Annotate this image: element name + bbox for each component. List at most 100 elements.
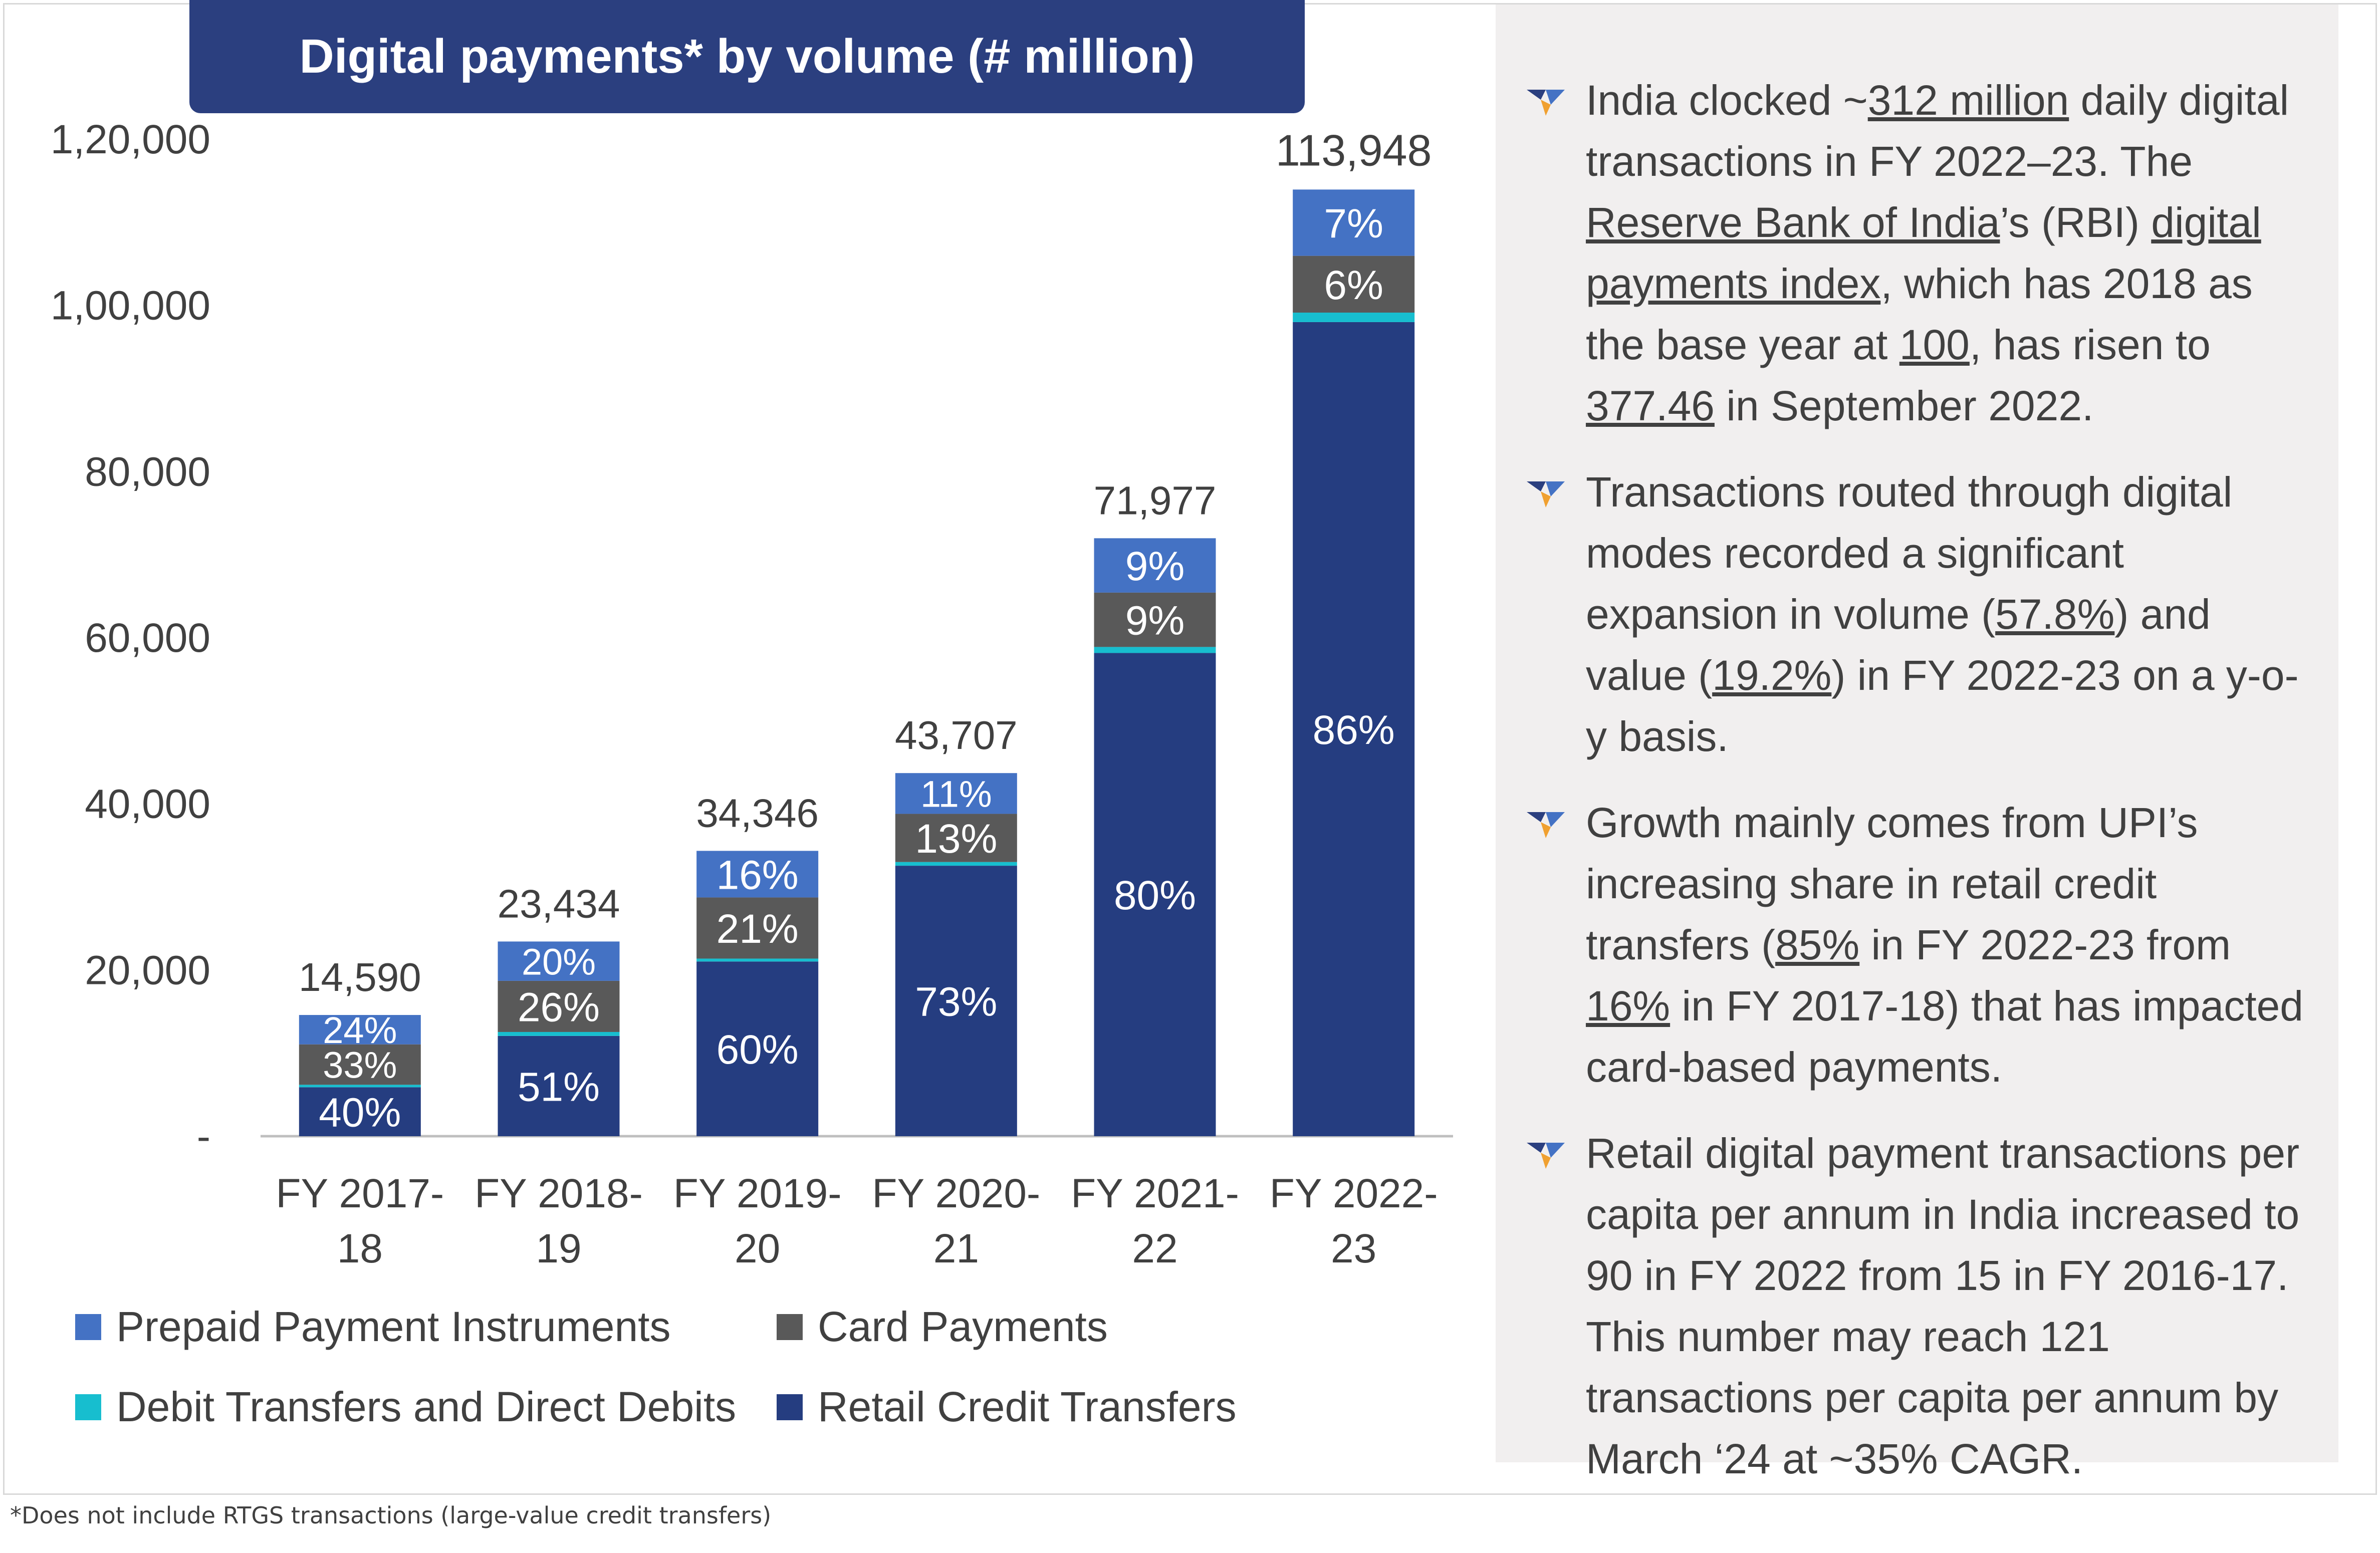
bar-segment-retail — [299, 1087, 421, 1136]
highlighted-figure: 57.8% — [1995, 591, 2115, 638]
y-tick-label: 60,000 — [85, 615, 210, 661]
x-tick-label: 23 — [1331, 1226, 1376, 1271]
data-label-retail: 86% — [1313, 707, 1395, 753]
x-tick-label: FY 2019- — [673, 1171, 842, 1216]
x-tick-label: FY 2022- — [1270, 1171, 1438, 1216]
chart-legend: Prepaid Payment Instruments Card Payment… — [75, 1303, 1328, 1443]
total-label: 34,346 — [696, 791, 819, 835]
legend-label-prepaid: Prepaid Payment Instruments — [116, 1303, 671, 1350]
footnote: *Does not include RTGS transactions (lar… — [10, 1502, 772, 1529]
data-label-retail: 60% — [717, 1027, 799, 1073]
bar-segment-debit — [498, 1031, 620, 1036]
legend-swatch-prepaid — [75, 1314, 101, 1340]
insight-text-run: , which has 2018 as the base year at — [1586, 260, 2253, 368]
bar-segment-card — [498, 980, 620, 1032]
legend-label-retail: Retail Credit Transfers — [818, 1383, 1237, 1430]
data-label-card: 6% — [1324, 263, 1383, 308]
bar-segment-prepaid — [498, 941, 620, 981]
insight-bullet: Retail digital payment transactions per … — [1526, 1123, 2308, 1489]
bar-segment-retail — [696, 961, 819, 1136]
highlighted-figure: 312 million — [1867, 77, 2069, 124]
bar-segment-retail — [895, 866, 1017, 1136]
bar-segment-card — [1293, 255, 1415, 313]
data-label-card: 33% — [323, 1045, 397, 1086]
data-label-card: 21% — [717, 906, 799, 952]
y-tick-label: 80,000 — [85, 449, 210, 494]
insight-bullet: Growth mainly comes from UPI’s increasin… — [1526, 792, 2308, 1098]
bar-segment-retail — [1293, 322, 1415, 1136]
x-tick-label: 19 — [536, 1226, 581, 1271]
bar-segment-prepaid — [299, 1015, 421, 1045]
total-label: 23,434 — [498, 881, 620, 926]
data-label-prepaid: 16% — [717, 852, 799, 898]
y-tick-label: 20,000 — [85, 947, 210, 993]
insight-text-run: , has risen to — [1969, 321, 2211, 368]
insight-text: Growth mainly comes from UPI’s increasin… — [1586, 792, 2308, 1098]
bar-segment-prepaid — [1094, 538, 1216, 593]
bullet-arrow-icon — [1526, 792, 1586, 853]
insights-panel: India clocked ~312 million daily digital… — [1496, 5, 2338, 1482]
bullet-arrow-icon — [1526, 461, 1586, 523]
chart-title: Digital payments* by volume (# million) — [299, 30, 1195, 83]
insight-text-run: Growth mainly comes from UPI’s increasin… — [1586, 799, 2198, 968]
insight-text-run: ) and value ( — [1586, 591, 2211, 699]
x-tick-label: 18 — [337, 1226, 383, 1271]
bar-segment-retail — [498, 1036, 620, 1136]
insight-text: Transactions routed through digital mode… — [1586, 461, 2308, 767]
bar-segment-card — [1094, 592, 1216, 647]
insight-text-run: in FY 2017-18) that has impacted card-ba… — [1586, 982, 2303, 1091]
legend-swatch-card — [777, 1314, 803, 1340]
x-tick-label: 21 — [933, 1226, 979, 1271]
y-tick-label: - — [197, 1114, 210, 1159]
x-tick-label: 22 — [1132, 1226, 1177, 1271]
total-label: 113,948 — [1276, 125, 1432, 175]
data-label-retail: 51% — [518, 1064, 600, 1110]
insight-text: India clocked ~312 million daily digital… — [1586, 70, 2308, 436]
stacked-bar-chart: - 20,000 40,000 60,000 80,000 1,00,000 1,20,00… — [51, 117, 1453, 1271]
insight-text-run: daily digital transactions in FY 2022–23… — [1586, 77, 2289, 185]
highlighted-figure: Reserve Bank of India — [1586, 199, 2000, 246]
legend-item-debit: Debit Transfers and Direct Debits — [75, 1383, 736, 1431]
bar-segment-debit — [1293, 313, 1415, 322]
bar-segment-card — [895, 814, 1017, 862]
highlighted-figure: digital payments index — [1586, 199, 2261, 307]
chart-title-banner: Digital payments* by volume (# million) — [189, 0, 1305, 113]
highlighted-figure: 19.2% — [1712, 652, 1832, 699]
data-label-prepaid: 11% — [920, 773, 992, 815]
data-label-retail: 80% — [1114, 873, 1196, 918]
bar-segment-prepaid — [696, 851, 819, 898]
data-label-retail: 40% — [319, 1090, 401, 1136]
bar-segment-prepaid — [1293, 189, 1415, 256]
x-tick-label: 20 — [735, 1226, 780, 1271]
bar-segment-debit — [299, 1085, 421, 1088]
legend-swatch-debit — [75, 1394, 101, 1420]
bullet-arrow-icon — [1526, 70, 1586, 131]
insight-bullet: Transactions routed through digital mode… — [1526, 461, 2308, 767]
insight-text: Retail digital payment transactions per … — [1586, 1123, 2308, 1489]
legend-label-card: Card Payments — [818, 1303, 1108, 1350]
insight-text-run: Transactions routed through digital mode… — [1586, 468, 2233, 638]
data-label-card: 26% — [518, 984, 600, 1030]
x-tick-label: FY 2021- — [1071, 1171, 1239, 1216]
highlighted-figure: 377.46 — [1586, 382, 1715, 429]
y-tick-label: 1,00,000 — [51, 283, 210, 329]
insight-text-run: Retail digital payment transactions per … — [1586, 1130, 2300, 1482]
legend-item-retail: Retail Credit Transfers — [777, 1383, 1237, 1431]
data-label-prepaid: 9% — [1125, 544, 1185, 589]
data-label-card: 13% — [915, 816, 997, 862]
insight-text-run: in September 2022. — [1714, 382, 2094, 429]
bar-segment-prepaid — [895, 773, 1017, 814]
x-tick-label: FY 2020- — [872, 1171, 1040, 1216]
total-label: 43,707 — [895, 713, 1018, 757]
y-tick-label: 1,20,000 — [51, 117, 210, 162]
data-label-retail: 73% — [915, 979, 997, 1025]
highlighted-figure: 16% — [1586, 982, 1671, 1029]
bar-segment-card — [696, 897, 819, 959]
total-label: 71,977 — [1094, 478, 1217, 523]
bar-segment-card — [299, 1044, 421, 1085]
highlighted-figure: 100 — [1899, 321, 1970, 368]
bullet-arrow-icon — [1526, 1123, 1586, 1184]
insight-text-run: ’s (RBI) — [2000, 199, 2152, 246]
x-tick-label: FY 2017- — [276, 1171, 444, 1216]
insight-text-run: India clocked ~ — [1586, 77, 1868, 124]
